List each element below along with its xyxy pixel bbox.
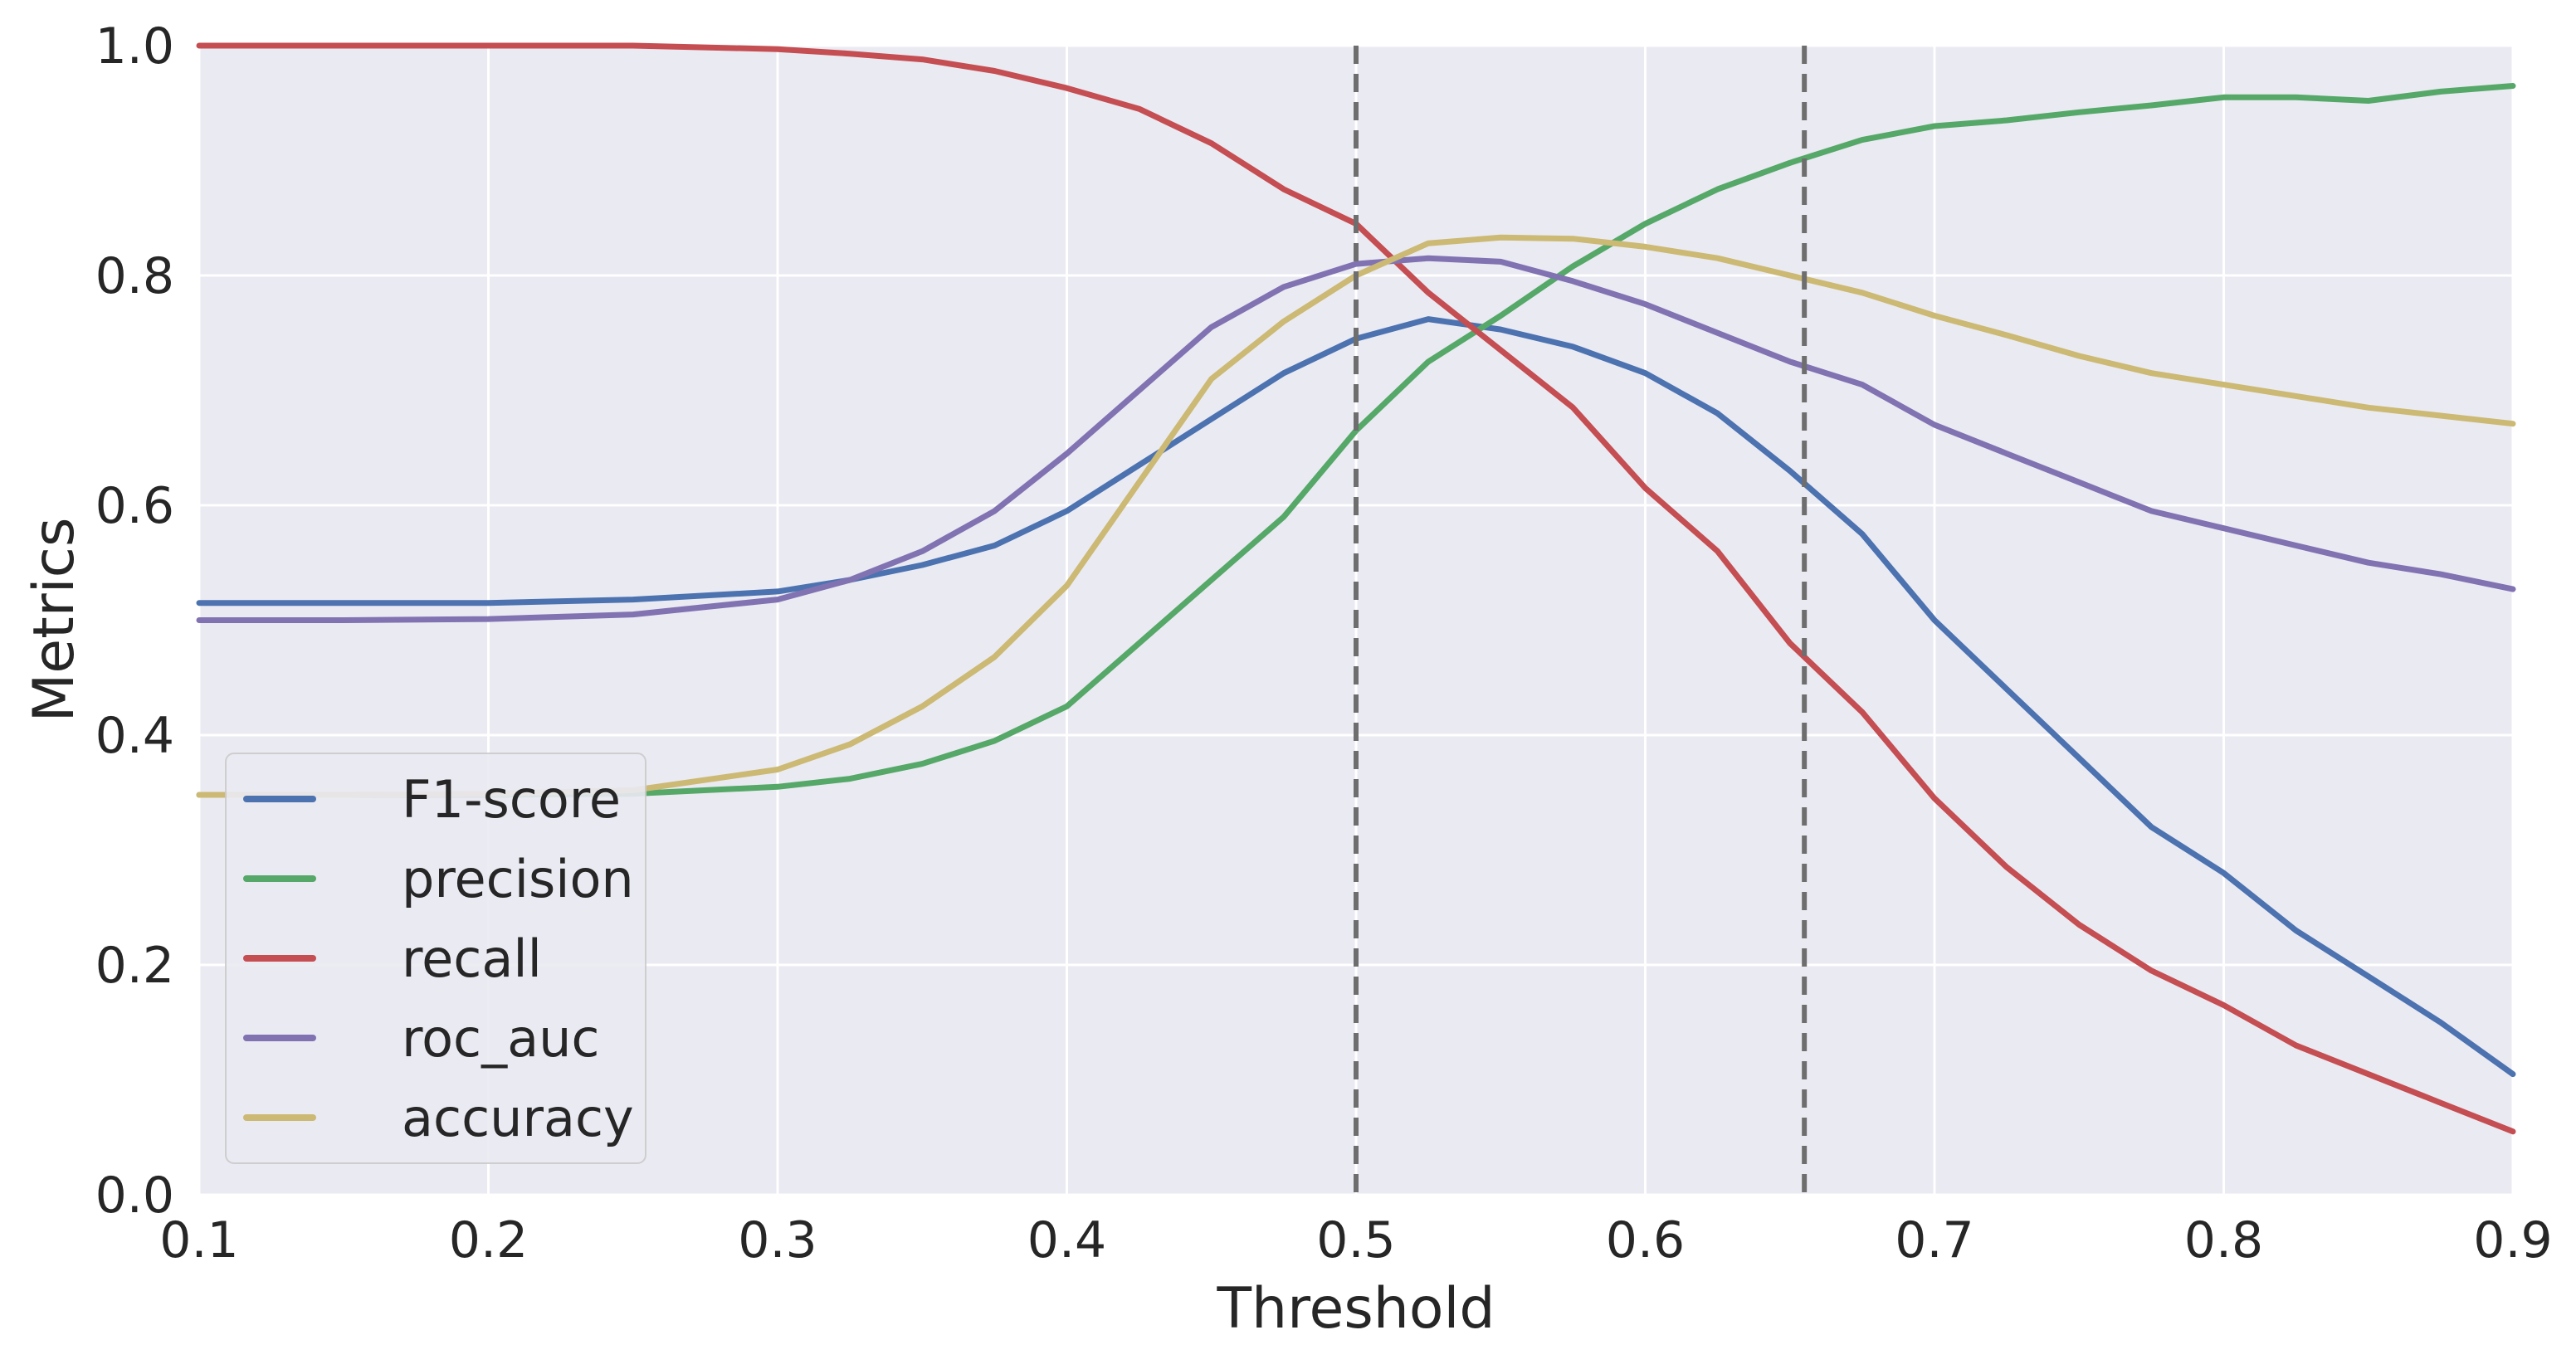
- threshold-markers: [1354, 46, 1808, 1195]
- legend-box: [225, 753, 646, 1164]
- legend-label: accuracy: [402, 1088, 634, 1148]
- series-line-recall: [196, 42, 2516, 1135]
- legend-label: F1-score: [402, 769, 621, 830]
- y-axis-ticks: 0.0 0.2 0.4 0.6 0.8 1.0: [95, 17, 174, 1225]
- x-tick-label: 0.6: [1606, 1211, 1685, 1269]
- x-tick-label: 0.3: [738, 1211, 817, 1269]
- y-tick-label: 1.0: [95, 17, 174, 76]
- x-tick-label: 0.7: [1895, 1211, 1973, 1269]
- x-axis-title: Threshold: [1216, 1276, 1495, 1342]
- legend-label: precision: [402, 849, 634, 909]
- legend: F1-score precision recall roc_auc accuracy: [225, 753, 646, 1164]
- x-tick-label: 0.4: [1027, 1211, 1106, 1269]
- y-tick-label: 0.4: [95, 707, 174, 765]
- series-line-precision: [196, 83, 2516, 798]
- x-axis-ticks: 0.1 0.2 0.3 0.4 0.5 0.6 0.7 0.8 0.9: [159, 1211, 2552, 1269]
- series-line-accuracy: [196, 234, 2516, 798]
- y-axis-title: Metrics: [22, 518, 87, 723]
- y-tick-label: 0.0: [95, 1167, 174, 1225]
- y-tick-label: 0.8: [95, 247, 174, 305]
- x-tick-label: 0.1: [159, 1211, 238, 1269]
- legend-label: roc_auc: [402, 1008, 600, 1069]
- series-line-roc-auc: [196, 255, 2516, 623]
- x-tick-label: 0.5: [1316, 1211, 1395, 1269]
- x-tick-label: 0.2: [449, 1211, 528, 1269]
- y-tick-label: 0.2: [95, 937, 174, 995]
- x-tick-label: 0.9: [2473, 1211, 2552, 1269]
- series-lines: [196, 42, 2516, 1135]
- legend-label: recall: [402, 928, 542, 989]
- x-tick-label: 0.8: [2184, 1211, 2263, 1269]
- y-tick-label: 0.6: [95, 477, 174, 535]
